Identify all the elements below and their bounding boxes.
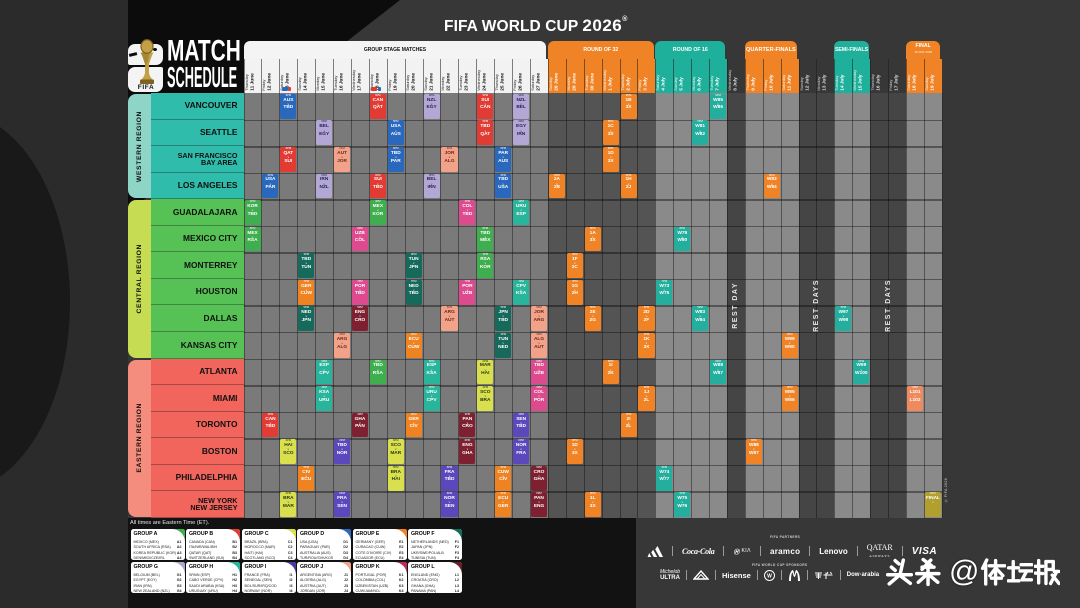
svg-text:W: W [767, 573, 772, 579]
